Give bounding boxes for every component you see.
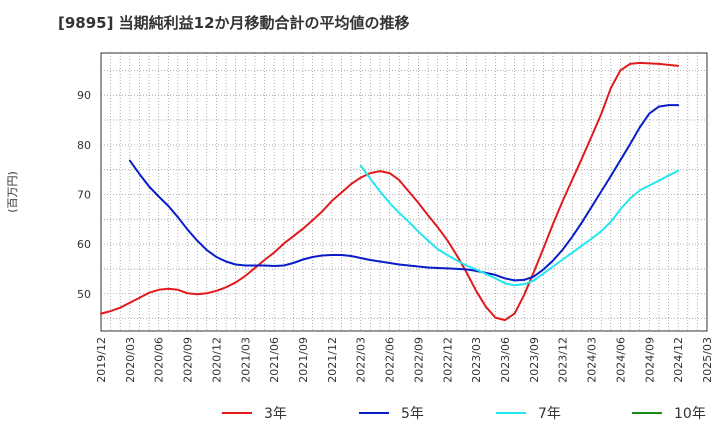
legend-label-1: 3年	[264, 406, 287, 422]
x-tick-label: 2022/03	[355, 337, 368, 383]
x-tick-label: 2021/09	[297, 337, 310, 383]
plot-frame	[100, 52, 708, 332]
legend-label-2: 5年	[401, 406, 424, 422]
y-tick-label: 90	[77, 89, 91, 102]
x-tick-label: 2023/12	[557, 337, 570, 383]
x-tick-label: 2020/09	[182, 337, 195, 383]
x-tick-label: 2020/06	[153, 337, 166, 383]
y-tick-label: 50	[77, 288, 91, 301]
x-tick-label: 2022/12	[441, 337, 454, 383]
legend-label-3: 7年	[538, 406, 561, 422]
x-tick-label: 2024/06	[614, 337, 627, 383]
plot-area	[101, 53, 707, 331]
x-tick-label: 2024/03	[586, 337, 599, 383]
y-tick-label: 60	[77, 238, 91, 251]
y-tick-label: 80	[77, 139, 91, 152]
chart-title: [9895] 当期純利益12か月移動合計の平均値の推移	[58, 14, 410, 32]
x-tick-label: 2021/06	[268, 337, 281, 383]
x-tick-label: 2020/12	[210, 337, 223, 383]
legend-label-4: 10年	[674, 406, 706, 422]
x-tick-label: 2022/06	[384, 337, 397, 383]
x-tick-label: 2023/09	[528, 337, 541, 383]
x-tick-label: 2022/09	[412, 337, 425, 383]
y-axis-label: (百万円)	[6, 171, 19, 213]
x-tick-label: 2023/03	[470, 337, 483, 383]
x-tick-label: 2021/03	[239, 337, 252, 383]
x-tick-label: 2024/09	[643, 337, 656, 383]
y-tick-label: 70	[77, 188, 91, 201]
x-tick-label: 2025/03	[701, 337, 714, 383]
x-tick-label: 2024/12	[672, 337, 685, 383]
x-tick-label: 2021/12	[326, 337, 339, 383]
x-tick-label: 2023/06	[499, 337, 512, 383]
x-tick-label: 2020/03	[124, 337, 137, 383]
x-tick-label: 2019/12	[95, 337, 108, 383]
series-line-3	[359, 164, 680, 287]
series-line-1	[100, 61, 680, 322]
series-line-2	[128, 104, 680, 282]
